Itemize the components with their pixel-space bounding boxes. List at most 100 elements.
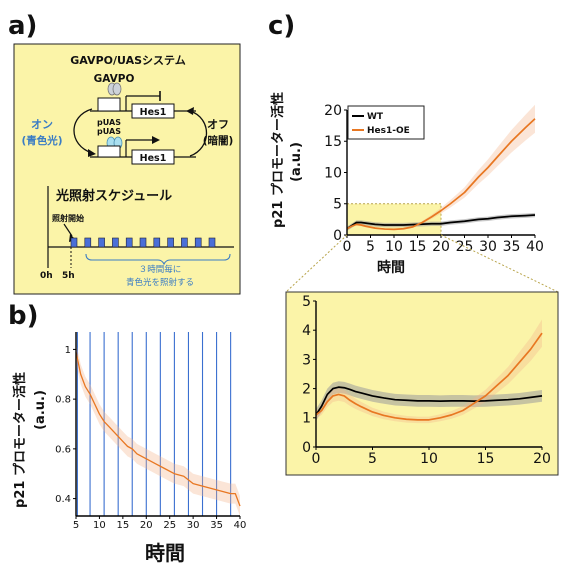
x-tick-label-10: 10 xyxy=(420,451,438,467)
legend-box xyxy=(347,105,425,140)
construct-off: Hes1 pUAS xyxy=(90,91,196,127)
hes1-box-bottom xyxy=(131,149,175,165)
puas-box-bottom xyxy=(97,145,121,158)
schedule-title: 光照射スケジュール xyxy=(55,188,172,204)
legend-label-hes1: Hes1-OE xyxy=(367,126,410,136)
puas-label-top: pUAS xyxy=(97,118,121,127)
y-tick-label-0.8: 0.8 xyxy=(55,395,71,406)
zoom-connector-right xyxy=(440,234,559,293)
x-tick-label-40: 40 xyxy=(234,520,247,531)
x-tick-label-35: 35 xyxy=(210,520,223,531)
x-tick-label-10: 10 xyxy=(385,239,403,255)
x-tick-label-5: 5 xyxy=(73,520,79,531)
y-tick-label-0.6: 0.6 xyxy=(55,444,71,455)
x-tick-label-15: 15 xyxy=(116,520,129,531)
x-tick-label-25: 25 xyxy=(163,520,176,531)
x-tick-label-5: 5 xyxy=(368,451,377,467)
panel-b: b) 5 10 15 20 25 30 35 40 0.4 0.6 0.8 1 p21 プロモーター活… xyxy=(8,301,246,565)
zoom-connector-left xyxy=(285,234,348,293)
x-tick-label-15: 15 xyxy=(477,451,495,467)
light-pulse-0 xyxy=(70,237,78,248)
on-sublabel: (青色光) xyxy=(21,134,62,147)
x-tick-label-20: 20 xyxy=(533,451,551,467)
series-band-Hes1-OE xyxy=(316,319,542,424)
chart-b: 5 10 15 20 25 30 35 40 0.4 0.6 0.8 1 xyxy=(55,332,246,531)
note-line-2: 青色光を照射する xyxy=(126,277,194,288)
puas-label-bottom: pUAS xyxy=(97,127,121,136)
x-tick-label-20: 20 xyxy=(432,239,450,255)
x-tick-label-25: 25 xyxy=(456,239,474,255)
series-line-Hes1-OE xyxy=(315,332,543,421)
series-band-0 xyxy=(76,341,240,516)
legend-label-wt: WT xyxy=(367,112,384,122)
light-pulse-4 xyxy=(125,237,133,248)
series-line-0 xyxy=(75,351,241,507)
on-switch-arrow-icon xyxy=(73,108,93,154)
note-line-1: ３時間毎に xyxy=(139,264,182,275)
light-pulse-3 xyxy=(112,237,119,248)
panel-b-ylabel-unit: (a.u.) xyxy=(33,390,48,430)
y-tick-label-10: 10 xyxy=(324,165,342,181)
light-pulse-2 xyxy=(98,237,105,248)
series-band-WT xyxy=(347,212,535,231)
on-label: オン xyxy=(31,118,53,131)
legend: WT Hes1-OE xyxy=(347,105,425,140)
light-pulse-6 xyxy=(153,237,161,248)
x-tick-label-0: 0 xyxy=(312,451,321,467)
light-pulse-blocks xyxy=(70,237,216,248)
panel-b-ylabel: p21 プロモーター活性 xyxy=(12,372,28,508)
transcription-arrow-icon xyxy=(152,136,160,144)
y-tick-label-5: 5 xyxy=(333,197,342,213)
hes1-box-top xyxy=(131,103,175,119)
light-pulse-8 xyxy=(181,237,188,248)
y-tick-label-0.4: 0.4 xyxy=(55,494,71,505)
y-tick-label-1: 1 xyxy=(65,345,71,356)
x-tick-label-30: 30 xyxy=(187,520,200,531)
light-pulse-1 xyxy=(84,237,92,248)
y-tick-label-0: 0 xyxy=(302,440,311,456)
y-tick-label-4: 4 xyxy=(302,323,311,339)
schedule-brace xyxy=(85,253,231,266)
y-tick-label-1: 1 xyxy=(302,411,311,427)
panel-b-xlabel: 時間 xyxy=(145,541,185,565)
x-tick-label-15: 15 xyxy=(409,239,427,255)
y-tick-label-5: 5 xyxy=(302,294,311,310)
x-tick-label-35: 35 xyxy=(503,239,521,255)
x-tick-label-30: 30 xyxy=(479,239,497,255)
puas-box-top xyxy=(97,97,121,112)
light-pulse-10 xyxy=(208,237,216,248)
system-title: GAVPO/UASシステム xyxy=(70,54,185,67)
off-label: オフ xyxy=(207,118,229,131)
y-tick-label-2: 2 xyxy=(302,382,311,398)
x-tick-label-5: 5 xyxy=(366,239,375,255)
series-line-WT xyxy=(346,214,536,230)
start-label: 照射開始 xyxy=(52,213,84,223)
x-tick-label-40: 40 xyxy=(526,239,544,255)
series-line-Hes1-OE xyxy=(346,118,536,231)
light-pulse-9 xyxy=(194,237,202,248)
y-tick-label-0: 0 xyxy=(333,228,342,244)
panel-c-label: c) xyxy=(268,11,295,41)
panel-c-ylabel: p21 プロモーター活性 xyxy=(270,92,286,228)
off-sublabel: (暗闇) xyxy=(203,134,234,147)
x-tick-label-0: 0 xyxy=(343,239,352,255)
y-tick-label-20: 20 xyxy=(324,103,342,119)
light-pulse-7 xyxy=(167,237,174,248)
t0-label: 0h xyxy=(40,271,53,281)
y-tick-label-3: 3 xyxy=(302,352,311,368)
gavpo-label: GAVPO xyxy=(94,73,135,85)
panel-a-background xyxy=(13,43,241,295)
panel-a: a) GAVPO/UASシステム GAVPO Hes1 pUAS xyxy=(8,11,241,295)
hes1-label-top: Hes1 xyxy=(140,107,167,118)
t5-label: 5h xyxy=(62,271,75,281)
hes1-label-bottom: Hes1 xyxy=(140,153,167,164)
light-pulse-5 xyxy=(139,237,147,248)
panel-c-xlabel: 時間 xyxy=(377,259,405,276)
off-switch-arrow-icon xyxy=(189,110,207,157)
panel-b-label: b) xyxy=(8,301,39,331)
panel-c-ylabel-unit: (a.u.) xyxy=(289,142,304,182)
x-tick-label-20: 20 xyxy=(140,520,153,531)
